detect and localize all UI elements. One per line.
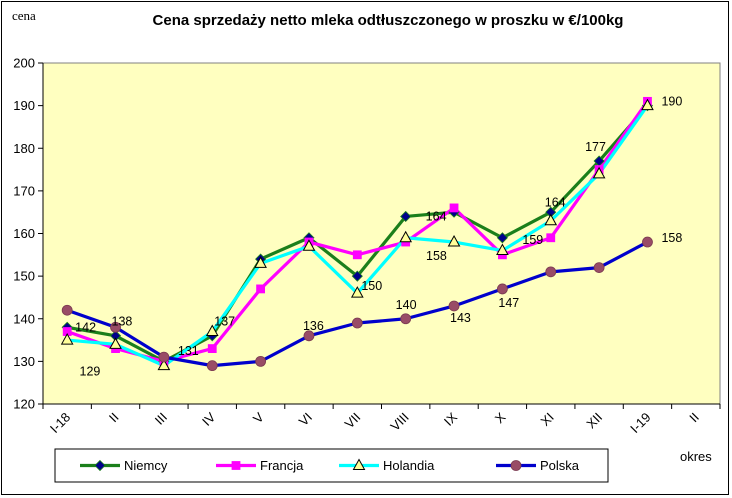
x-tick-label: X: [492, 409, 509, 426]
y-tick-label: 120: [13, 397, 35, 412]
data-point-polska: [255, 355, 267, 367]
data-point-niemcy: [400, 210, 412, 223]
chart-title: Cena sprzedaży netto mleka odtłuszczoneg…: [153, 12, 624, 29]
y-axis-label: cena: [12, 8, 36, 23]
data-point-polska: [303, 330, 315, 342]
data-point-polska: [351, 317, 363, 329]
data-point-holandia: [254, 256, 267, 268]
data-point-polska: [61, 304, 73, 316]
x-tick-label: V: [250, 409, 267, 426]
data-label: 190: [661, 95, 682, 109]
data-label: 159: [522, 233, 543, 247]
legend-marker-niemcy: [94, 459, 106, 472]
y-tick-label: 160: [13, 226, 35, 241]
legend-marker-polska: [510, 460, 522, 471]
data-label: 137: [214, 315, 235, 329]
y-tick-label: 200: [13, 56, 35, 71]
data-point-polska: [206, 360, 218, 372]
data-label: 147: [498, 296, 519, 310]
plot-area: [42, 62, 721, 405]
x-tick-label: XII: [583, 410, 605, 432]
data-point-holandia: [157, 358, 171, 371]
data-point-polska: [496, 283, 508, 295]
data-label: 164: [545, 195, 566, 209]
data-point-polska: [545, 266, 557, 278]
data-point-holandia: [302, 239, 316, 251]
legend-marker-francja: [231, 461, 241, 470]
data-point-francja: [256, 284, 266, 294]
data-point-holandia: [592, 166, 606, 179]
data-point-polska: [110, 321, 121, 333]
x-tick-label: VIII: [387, 410, 411, 434]
x-tick-label: I-18: [47, 410, 73, 436]
data-label: 131: [178, 344, 199, 358]
data-point-polska: [642, 236, 653, 248]
data-label: 136: [303, 319, 324, 333]
x-axis-label: okres: [680, 449, 712, 464]
data-label: 143: [450, 311, 471, 325]
data-label: 140: [396, 298, 417, 312]
y-tick-label: 170: [13, 183, 35, 198]
y-tick-label: 140: [13, 311, 35, 326]
data-point-niemcy: [496, 232, 508, 244]
data-point-francja: [546, 233, 556, 243]
data-point-holandia: [205, 324, 219, 337]
data-label: 177: [585, 140, 606, 154]
x-tick-label: III: [152, 410, 170, 428]
y-tick-label: 150: [13, 269, 35, 284]
data-label: 164: [426, 209, 447, 223]
data-point-holandia: [109, 337, 122, 349]
legend-marker-holandia: [352, 458, 366, 470]
data-point-polska: [400, 313, 412, 325]
y-tick-label: 180: [13, 141, 35, 156]
data-label: 158: [426, 249, 447, 263]
data-point-francja: [207, 344, 217, 353]
x-tick-label: IX: [441, 409, 461, 429]
data-point-holandia: [544, 213, 558, 226]
y-tick-label: 130: [13, 354, 35, 369]
data-point-polska: [593, 262, 605, 274]
data-label: 138: [112, 314, 133, 328]
x-tick-label: IV: [199, 409, 219, 429]
data-point-niemcy: [351, 270, 363, 282]
x-tick-label: VII: [342, 410, 364, 432]
data-point-francja: [352, 250, 362, 260]
data-point-holandia: [399, 230, 413, 243]
data-label: 158: [661, 231, 682, 245]
y-tick-label: 190: [13, 98, 35, 113]
data-point-holandia: [60, 333, 74, 345]
x-tick-label: II: [686, 410, 702, 426]
x-tick-label: XI: [538, 410, 557, 429]
x-tick-label: VI: [296, 410, 315, 429]
legend-label-francja: Francja: [260, 458, 304, 473]
legend-label-holandia: Holandia: [383, 458, 435, 473]
legend-label-polska: Polska: [540, 458, 580, 473]
data-point-holandia: [350, 286, 364, 298]
data-label: 150: [361, 279, 382, 293]
data-point-polska: [158, 351, 170, 363]
data-label: 129: [80, 365, 101, 379]
data-point-holandia: [447, 234, 461, 247]
x-tick-label: I-19: [627, 410, 653, 436]
data-point-polska: [448, 300, 460, 312]
data-point-francja: [449, 203, 459, 213]
data-point-holandia: [496, 243, 509, 256]
data-label: 142: [75, 320, 96, 334]
data-point-holandia: [641, 98, 654, 111]
x-tick-label: II: [106, 410, 122, 426]
legend-label-niemcy: Niemcy: [124, 458, 168, 473]
